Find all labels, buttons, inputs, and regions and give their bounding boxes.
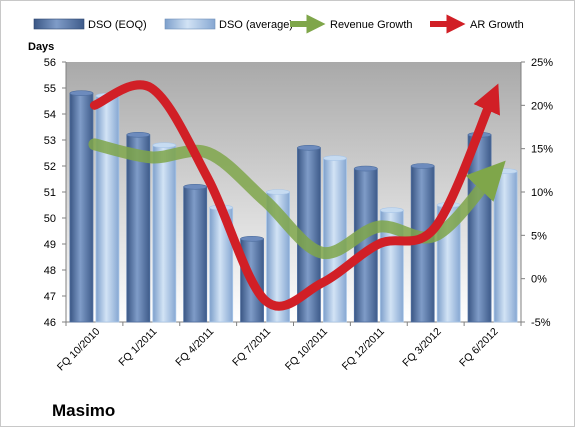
bar-cap-dso-eoq: [126, 132, 151, 138]
company-name: Masimo: [52, 401, 115, 420]
bar-cap-dso-eoq: [297, 145, 321, 151]
left-tick-label: 48: [44, 265, 56, 277]
bar-cap-dso-eoq: [240, 236, 264, 242]
bar-dso-eoq: [69, 92, 94, 323]
bar-cap-dso-average: [323, 155, 347, 161]
left-tick-label: 47: [44, 291, 56, 303]
bar-cap-dso-average: [380, 207, 404, 213]
growth-lines: [88, 80, 506, 311]
left-tick-label: 54: [44, 109, 56, 121]
right-tick-label: 25%: [531, 57, 553, 69]
legend-item-dso-average: DSO (average): [164, 18, 293, 31]
bar-dso-average: [152, 144, 177, 323]
legend-item-dso-eoq: DSO (EOQ): [33, 18, 147, 31]
legend-item-ar-growth: AR Growth: [430, 14, 524, 34]
bar-cap-dso-eoq: [354, 165, 378, 172]
left-tick-label: 56: [44, 57, 56, 69]
legend: DSO (EOQ) DSO (average) Revenue Growth A…: [33, 14, 524, 34]
legend-label-ar-growth: AR Growth: [470, 19, 524, 31]
line-revenue-growth: [88, 138, 506, 260]
legend-swatch-dso-average: [164, 18, 216, 30]
legend-label-dso-average: DSO (average): [219, 19, 293, 31]
left-tick-label: 50: [44, 213, 56, 225]
left-tick-label: 49: [44, 239, 56, 251]
bar-dso-average: [95, 95, 120, 323]
right-tick-label: 15%: [531, 144, 553, 156]
left-tick-label: 55: [44, 83, 56, 95]
bar-cap-dso-eoq: [69, 90, 94, 96]
legend-label-dso-eoq: DSO (EOQ): [88, 19, 147, 31]
right-tick-label: 0%: [531, 274, 547, 286]
left-tick-label: 46: [44, 317, 56, 329]
left-tick-label: 51: [44, 187, 56, 199]
legend-label-revenue-growth: Revenue Growth: [330, 19, 413, 31]
left-tick-label: 52: [44, 161, 56, 173]
bar-dso-eoq: [126, 134, 151, 323]
left-axis-units-label: Days: [28, 41, 54, 53]
right-tick-label: 5%: [531, 230, 547, 242]
legend-swatch-dso-eoq: [33, 18, 85, 30]
bar-cap-dso-eoq: [183, 184, 207, 190]
bar-cap-dso-average: [152, 142, 177, 148]
line-ar-growth: [89, 80, 500, 311]
left-axis-ticks: 46 47 48 49 50 51 52 53 54 55 56: [44, 57, 66, 329]
bar-dso-eoq: [183, 186, 208, 323]
left-tick-label: 53: [44, 135, 56, 147]
right-tick-label: 20%: [531, 100, 553, 112]
bar-dso-average: [493, 170, 518, 323]
bar-cap-dso-eoq: [410, 163, 435, 169]
bar-dso-average: [323, 157, 347, 323]
bar-cap-dso-average: [266, 189, 290, 195]
bars: [69, 90, 518, 323]
legend-item-revenue-growth: Revenue Growth: [290, 14, 413, 34]
right-axis-ticks: -5% 0% 5% 10% 15% 20% 25%: [521, 57, 553, 329]
right-tick-label: -5%: [531, 317, 551, 329]
right-tick-label: 10%: [531, 187, 553, 199]
